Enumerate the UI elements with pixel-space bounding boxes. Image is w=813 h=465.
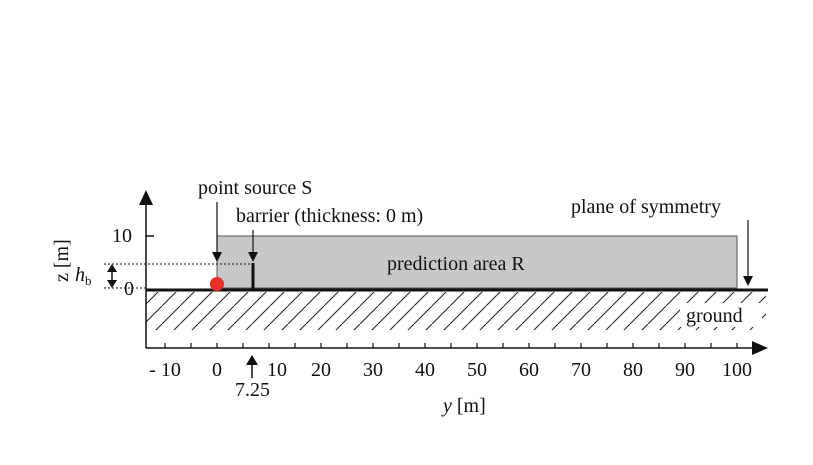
z-axis-arrowhead (139, 190, 153, 205)
hb-arrow-up (107, 264, 117, 272)
ground-label-bg (680, 303, 762, 327)
barrier-label: barrier (thickness: 0 m) (236, 205, 423, 227)
ground-region (146, 292, 766, 330)
y-tick-label: 90 (675, 359, 695, 381)
y-tick-label: 80 (623, 359, 643, 381)
y-tick-label: 50 (467, 359, 487, 381)
z-axis-label: z [m] (51, 239, 73, 282)
y-tick-label: 40 (415, 359, 435, 381)
point-source-dot (210, 277, 224, 291)
y-axis-ticks (164, 343, 738, 348)
hb-subscript: b (85, 273, 92, 288)
barrier-arrowhead (248, 252, 258, 262)
y-axis-label: y [m] (441, 395, 486, 417)
y-tick-label: 30 (363, 359, 383, 381)
hb-arrow-down (107, 280, 117, 288)
y-tick-label: 0 (212, 359, 222, 381)
hb-label: hb (75, 264, 92, 288)
ground-label: ground (686, 305, 743, 327)
y-tick-label: 60 (519, 359, 539, 381)
barrier-position-label: 7.25 (235, 379, 270, 401)
y-axis-arrowhead (752, 341, 768, 355)
point-source-arrowhead (212, 252, 222, 262)
plane-of-symmetry-arrowhead (743, 276, 753, 286)
y-axis-tick-labels: - 10 0 10 20 30 40 50 60 70 80 90 100 (149, 359, 752, 381)
z-tick-label-0: 0 (124, 278, 134, 300)
y-tick-label: 70 (571, 359, 591, 381)
z-tick-label-10: 10 (112, 225, 132, 247)
prediction-area-label: prediction area R (387, 253, 525, 275)
plane-of-symmetry-label: plane of symmetry (571, 196, 721, 218)
y-tick-label: 10 (267, 359, 287, 381)
prediction-area (216, 235, 738, 289)
y-tick-label: 20 (311, 359, 331, 381)
y-tick-label: - 10 (149, 359, 181, 381)
y-tick-label: 100 (722, 359, 752, 381)
point-source-label: point source S (198, 177, 312, 199)
